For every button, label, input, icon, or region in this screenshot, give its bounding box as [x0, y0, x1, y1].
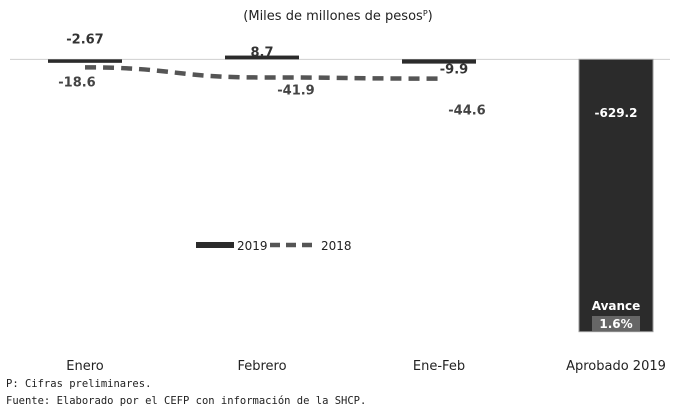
legend-swatch-2019	[196, 242, 234, 248]
annotation-value: 1.6%	[599, 317, 632, 331]
bar-2019-2	[402, 59, 476, 64]
bar-2019-1	[225, 55, 299, 60]
chart-subtitle: (Miles de millones de pesosP)	[243, 9, 432, 25]
category-label-2: Ene-Feb	[413, 359, 465, 374]
line-2018	[84, 65, 440, 81]
legend: 2019 2018	[196, 239, 352, 253]
bar-2019-3	[578, 58, 654, 333]
bar-2019-0	[48, 59, 122, 63]
data-label-2019-0: -2.67	[66, 32, 103, 47]
category-label-3: Aprobado 2019	[566, 359, 666, 374]
legend-label-2019: 2019	[237, 239, 268, 253]
data-label-2018-0: -18.6	[58, 75, 95, 90]
category-label-1: Febrero	[237, 359, 286, 374]
data-label-2019-2: -9.9	[440, 62, 468, 77]
data-label-2019-1: 8.7	[250, 45, 273, 60]
category-label-0: Enero	[66, 359, 104, 374]
note-preliminary: P: Cifras preliminares.	[6, 378, 152, 390]
data-label-2018-1: -41.9	[277, 83, 314, 98]
note-source: Fuente: Elaborado por el CEFP con inform…	[6, 395, 367, 407]
annotation-title: Avance	[592, 299, 641, 313]
annotation-box	[592, 316, 640, 331]
legend-label-2018: 2018	[321, 239, 352, 253]
data-label-2018-2: -44.6	[448, 104, 485, 119]
data-label-2019-3: -629.2	[595, 106, 638, 120]
